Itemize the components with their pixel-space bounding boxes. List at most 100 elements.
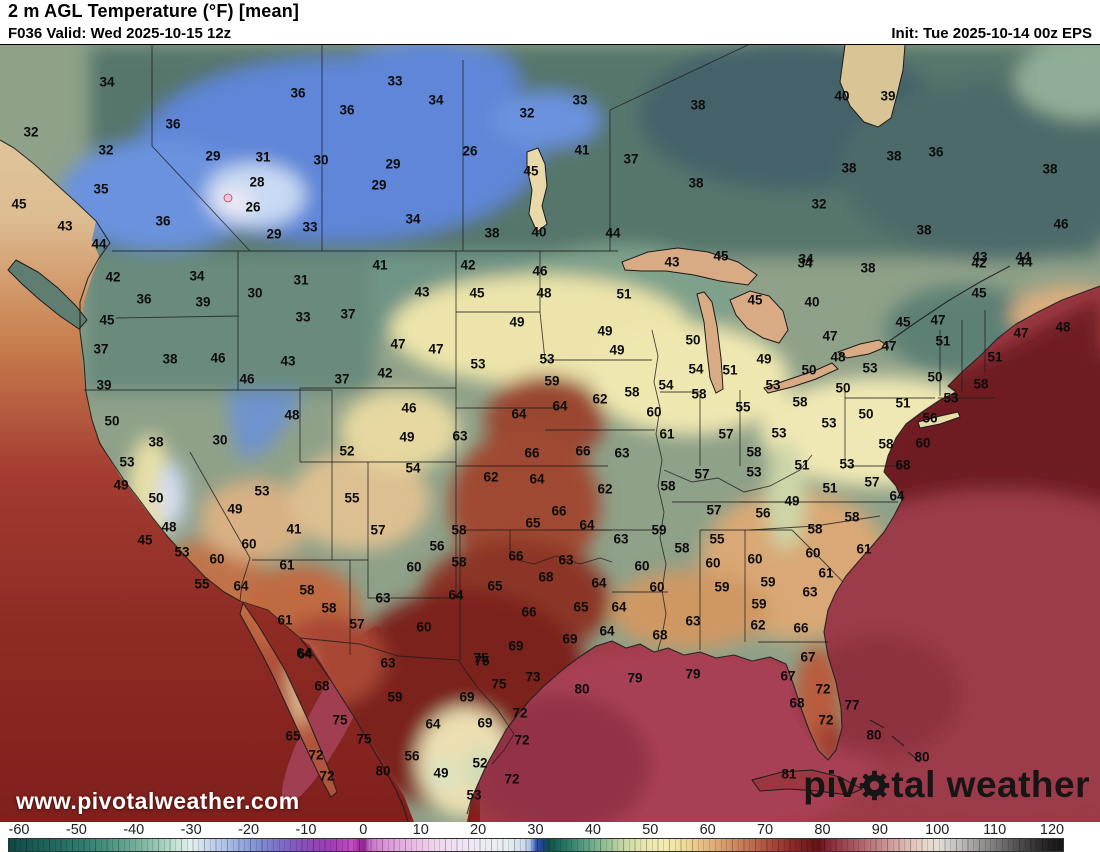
lake-ontario: [836, 339, 890, 359]
temp-value: 47: [1013, 326, 1028, 341]
temp-value: 47: [822, 329, 837, 344]
temp-value: 26: [245, 200, 261, 215]
temp-value: 28: [249, 175, 265, 190]
temp-value: 66: [521, 605, 537, 620]
long-island: [917, 411, 961, 429]
temp-value: 34: [797, 256, 813, 271]
temp-value: 59: [760, 575, 775, 590]
model-init-time: Init: Tue 2025-10-14 00z EPS: [891, 25, 1092, 42]
temp-value: 59: [651, 523, 666, 538]
temp-value: 31: [293, 273, 309, 288]
temp-value: 60: [915, 436, 930, 451]
temp-value: 32: [23, 125, 38, 140]
temp-value: 61: [856, 542, 872, 557]
temp-value: 62: [483, 470, 498, 485]
temp-value: 51: [722, 363, 738, 378]
temp-value: 63: [452, 429, 468, 444]
state-borders: [84, 45, 995, 765]
temp-value: 45: [747, 293, 763, 308]
pivotal-weather-logo: piv tal weather: [803, 764, 1090, 806]
temp-value: 57: [864, 475, 879, 490]
temp-value: 51: [935, 334, 951, 349]
temp-value: 49: [113, 478, 128, 493]
colorbar-tick: 70: [756, 822, 774, 838]
temp-value: 69: [562, 632, 577, 647]
temp-value: 58: [321, 601, 337, 616]
lake-erie: [763, 362, 839, 394]
temp-value: 53: [765, 378, 781, 393]
temp-value: 72: [512, 706, 527, 721]
temp-value: 47: [881, 339, 896, 354]
temp-value: 48: [830, 350, 846, 365]
vancouver-island: [7, 259, 88, 330]
temp-value: 34: [189, 269, 205, 284]
temp-value: 69: [508, 639, 523, 654]
temp-value: 60: [634, 559, 649, 574]
temp-value: 45: [895, 315, 911, 330]
temp-value: 44: [91, 237, 107, 252]
temp-value: 64: [579, 518, 595, 533]
temp-value: 38: [841, 161, 857, 176]
temp-value: 36: [155, 214, 171, 229]
temp-value: 45: [469, 286, 485, 301]
temp-value: 38: [688, 176, 704, 191]
temp-value: 49: [756, 352, 771, 367]
temp-value: 36: [136, 292, 152, 307]
temp-value: 59: [544, 374, 559, 389]
temp-value: 72: [504, 772, 519, 787]
temp-value: 49: [399, 430, 414, 445]
temp-value: 77: [844, 698, 859, 713]
temp-value: 59: [387, 690, 402, 705]
temp-value: 64: [611, 600, 627, 615]
temp-value: 72: [319, 769, 334, 784]
colorbar-tick: -50: [65, 822, 87, 838]
temperature-labels: 34 36 36 36 32 32 29 31 30 28 35 26 45 43 36 33 29 44 33 34…: [11, 74, 1071, 803]
temp-value: 68: [789, 696, 805, 711]
header-divider: [0, 44, 1100, 45]
cuba: [751, 769, 864, 796]
temp-value: 48: [161, 520, 177, 535]
temp-value: 63: [802, 585, 818, 600]
temp-value: 57: [718, 427, 733, 442]
temp-value: 64: [448, 588, 464, 603]
temp-value: 31: [255, 150, 271, 165]
temp-value: 49: [784, 494, 799, 509]
temp-value: 66: [551, 504, 567, 519]
temp-value: 53: [839, 457, 855, 472]
temp-value: 61: [279, 558, 295, 573]
temp-value: 63: [380, 656, 396, 671]
temp-value: 67: [800, 650, 815, 665]
temp-value: 40: [531, 225, 546, 240]
temp-value: 60: [649, 580, 664, 595]
temp-value: 37: [623, 152, 638, 167]
temp-value: 43: [972, 250, 988, 265]
temp-value: 33: [295, 310, 311, 325]
temp-value: 58: [807, 522, 823, 537]
temp-value: 34: [99, 75, 115, 90]
colorbar-tick: -10: [295, 822, 317, 838]
temp-value: 80: [914, 750, 929, 765]
temp-value: 58: [674, 541, 690, 556]
temp-value: 68: [314, 679, 330, 694]
temp-value: 37: [334, 372, 349, 387]
temp-value: 32: [519, 106, 534, 121]
colorbar-tick: 30: [527, 822, 544, 838]
temp-value: 60: [747, 552, 762, 567]
temp-value: 46: [401, 401, 417, 416]
lake-superior: [621, 247, 758, 286]
temp-value: 44: [1017, 255, 1033, 270]
temp-value: 45: [99, 313, 115, 328]
temp-value: 60: [241, 537, 256, 552]
temperature-map[interactable]: 34 36 36 36 32 32 29 31 30 28 35 26 45 43 36 33 29 44 33 34…: [0, 45, 1100, 822]
temp-value: 68: [652, 628, 668, 643]
temp-value: 52: [472, 756, 487, 771]
temp-value: 56: [922, 411, 938, 426]
temp-value: 44: [605, 226, 621, 241]
temp-value: 58: [746, 445, 762, 460]
temp-value: 39: [96, 378, 111, 393]
temp-value: 42: [377, 366, 392, 381]
temp-value: 62: [597, 482, 612, 497]
temp-value: 53: [771, 426, 787, 441]
temp-value: 46: [532, 264, 548, 279]
temp-value: 46: [1053, 217, 1069, 232]
